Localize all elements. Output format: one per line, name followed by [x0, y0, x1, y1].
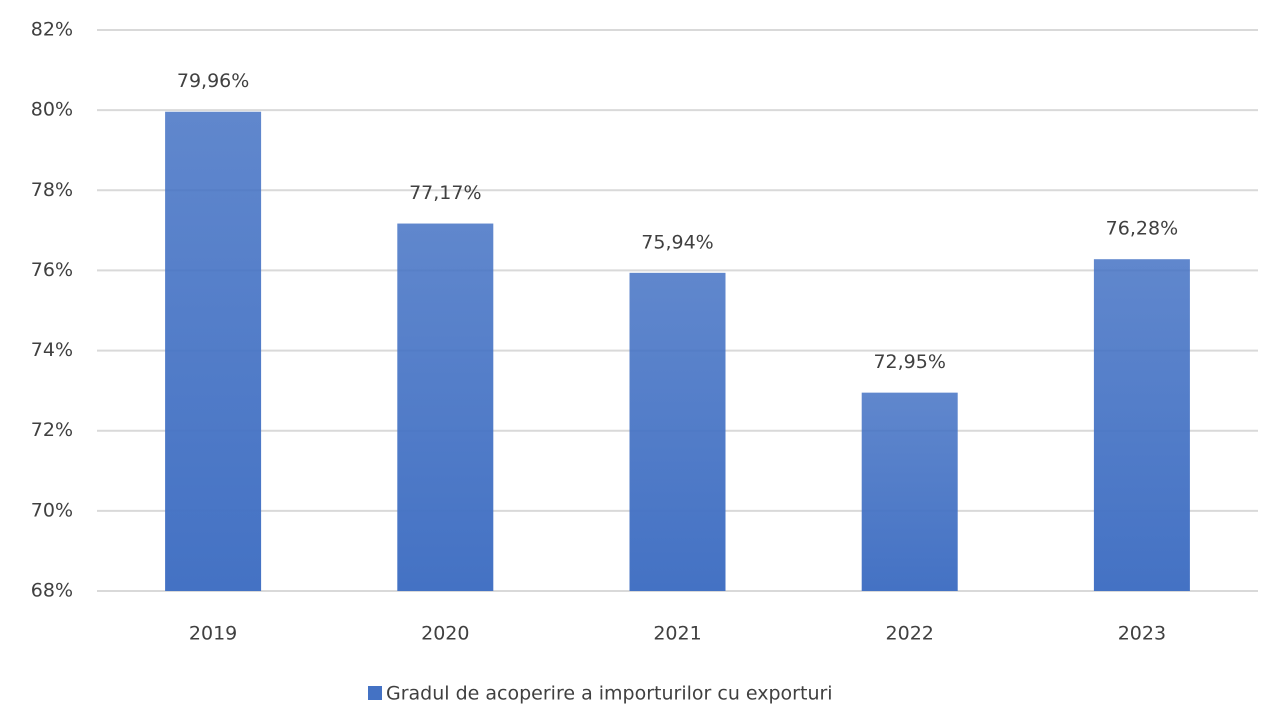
x-tick-label: 2023 [1118, 623, 1166, 645]
y-tick-label: 74% [31, 339, 73, 361]
value-label: 77,17% [409, 182, 481, 204]
x-tick-label: 2019 [189, 623, 237, 645]
value-label: 76,28% [1106, 218, 1178, 240]
y-tick-label: 82% [31, 19, 73, 41]
value-label: 75,94% [641, 231, 713, 253]
x-tick-label: 2021 [653, 623, 701, 645]
y-tick-label: 70% [31, 499, 73, 521]
bar [397, 223, 494, 592]
bar [1093, 259, 1190, 591]
x-tick-label: 2022 [886, 623, 934, 645]
y-tick-label: 72% [31, 419, 73, 441]
value-label: 79,96% [177, 70, 249, 92]
x-tick-label: 2020 [421, 623, 469, 645]
y-tick-label: 76% [31, 259, 73, 281]
value-label: 72,95% [873, 351, 945, 373]
legend-label: Gradul de acoperire a importurilor cu ex… [386, 683, 833, 705]
bar [629, 272, 726, 591]
y-tick-label: 80% [31, 99, 73, 121]
bar [861, 392, 958, 591]
y-tick-label: 78% [31, 179, 73, 201]
y-tick-label: 68% [31, 580, 73, 602]
bar [165, 111, 262, 591]
legend-swatch [368, 686, 382, 700]
